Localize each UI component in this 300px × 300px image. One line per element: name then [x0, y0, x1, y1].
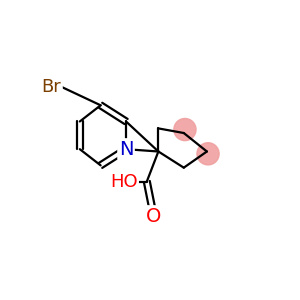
Circle shape	[197, 143, 219, 165]
Text: N: N	[119, 140, 133, 159]
Text: O: O	[146, 207, 161, 226]
Text: Br: Br	[42, 78, 62, 96]
Text: HO: HO	[110, 172, 137, 190]
Circle shape	[174, 118, 196, 141]
